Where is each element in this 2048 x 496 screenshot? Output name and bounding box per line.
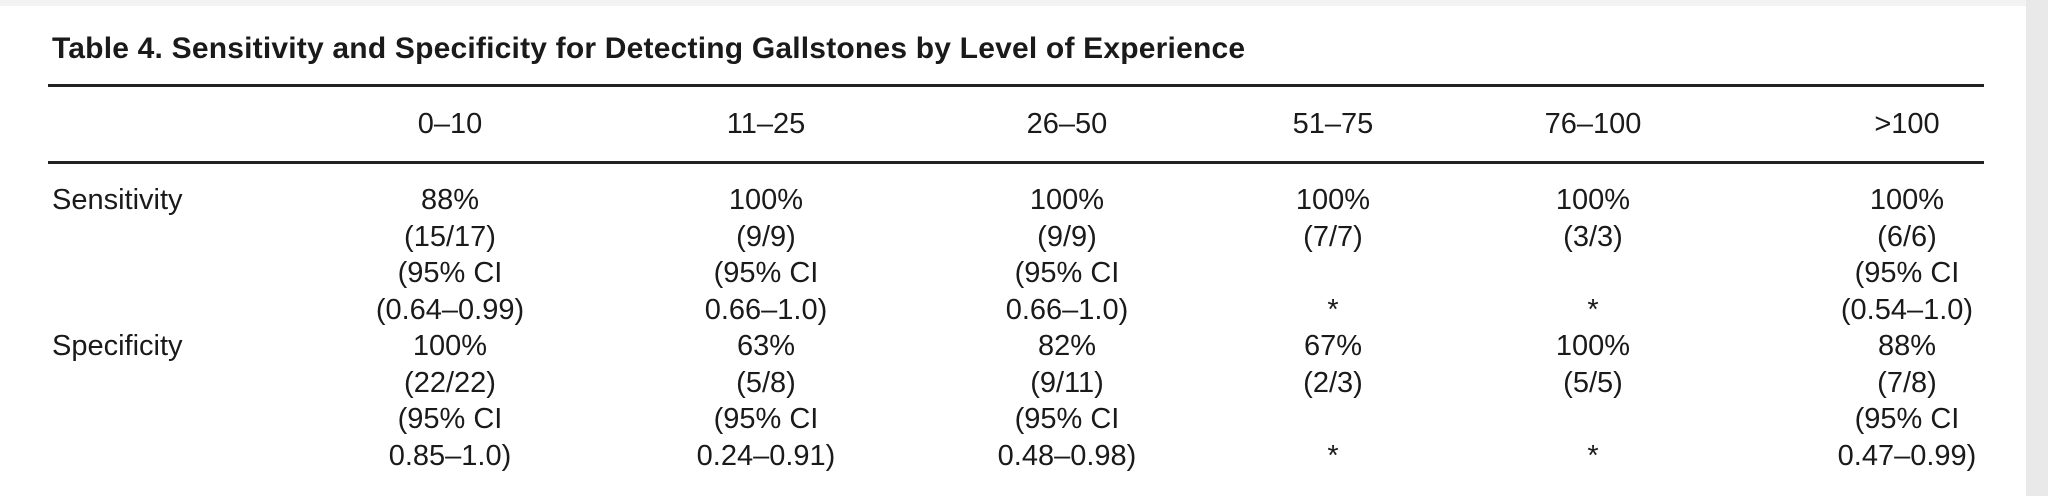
row-label-specificity: Specificity xyxy=(52,330,183,362)
column-header-76-100: 76–100 xyxy=(1544,108,1642,140)
table-cell: 100% (9/9) (95% CI 0.66–1.0) xyxy=(704,184,828,326)
top-rule xyxy=(48,84,1984,87)
column-header-0-10: 0–10 xyxy=(417,108,483,140)
column-header-11-25: 11–25 xyxy=(726,108,806,140)
table-cell: 100% (5/5) * xyxy=(1555,330,1631,472)
table-cell: 88% (15/17) (95% CI (0.64–0.99) xyxy=(375,184,525,326)
table-cell: 100% (22/22) (95% CI 0.85–1.0) xyxy=(388,330,512,472)
table-cell: 67% (2/3) * xyxy=(1303,330,1363,472)
table-cell: 100% (9/9) (95% CI 0.66–1.0) xyxy=(1005,184,1129,326)
table-cell: 100% (3/3) * xyxy=(1555,184,1631,326)
table-cell: 63% (5/8) (95% CI 0.24–0.91) xyxy=(696,330,836,472)
right-edge-shade xyxy=(2026,0,2048,496)
column-header-over-100: >100 xyxy=(1874,108,1940,140)
table-title: Table 4. Sensitivity and Specificity for… xyxy=(52,32,1246,65)
row-label-sensitivity: Sensitivity xyxy=(52,184,183,216)
table-cell: 82% (9/11) (95% CI 0.48–0.98) xyxy=(997,330,1137,472)
table-cell: 100% (6/6) (95% CI (0.54–1.0) xyxy=(1840,184,1974,326)
table-cell: 88% (7/8) (95% CI 0.47–0.99) xyxy=(1837,330,1977,472)
header-rule xyxy=(48,161,1984,164)
column-header-26-50: 26–50 xyxy=(1026,108,1108,140)
table-cell: 100% (7/7) * xyxy=(1295,184,1371,326)
top-shade xyxy=(0,0,2048,6)
column-header-51-75: 51–75 xyxy=(1292,108,1374,140)
